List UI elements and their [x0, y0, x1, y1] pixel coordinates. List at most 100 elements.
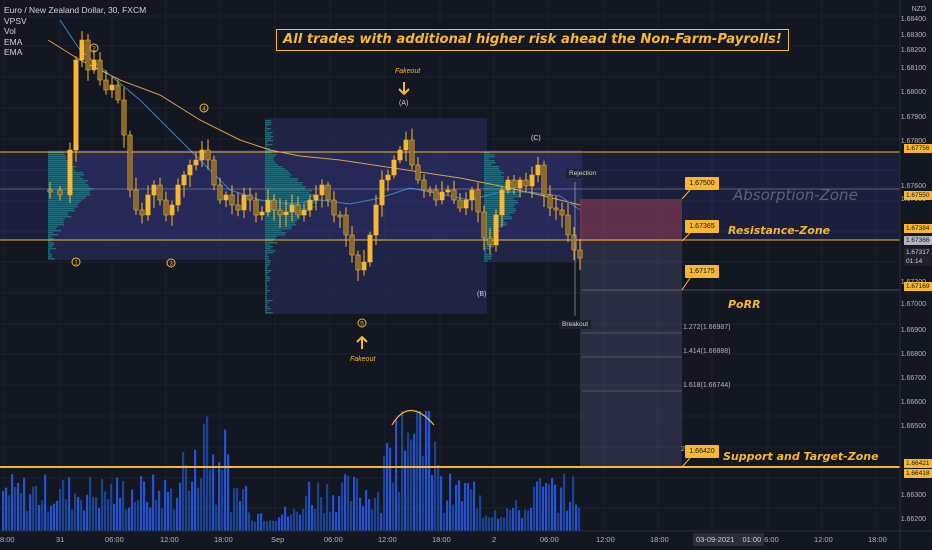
candle-body [67, 149, 73, 196]
profile-row [484, 248, 490, 250]
candle-body [499, 189, 505, 216]
volume-bar [569, 501, 572, 531]
profile-row [48, 156, 67, 158]
profile-row [265, 132, 273, 134]
profile-row [48, 208, 75, 210]
profile-row [265, 292, 267, 294]
volume-bar [497, 518, 500, 531]
volume-bar [308, 481, 311, 531]
profile-row [484, 166, 500, 168]
volume-bar [338, 495, 341, 531]
profile-row [48, 236, 52, 238]
volume-bar [110, 483, 113, 531]
volume-bar [80, 499, 83, 531]
indicator-ema-2[interactable]: EMA [4, 47, 23, 57]
volume-bar [347, 475, 350, 531]
profile-row [265, 170, 288, 172]
profile-row [265, 162, 276, 164]
price-label: 1.68000 [900, 89, 926, 96]
price-badge: 1.67317 [904, 248, 932, 257]
profile-row [265, 272, 270, 274]
volume-bar [17, 482, 20, 531]
profile-row [265, 156, 275, 158]
profile-row [265, 172, 290, 174]
volume-bar [563, 473, 566, 531]
candle-body [445, 189, 451, 193]
price-badge: 1.67384 [904, 224, 932, 233]
candle-body [115, 84, 121, 101]
profile-row [265, 298, 268, 300]
volume-bar [350, 500, 353, 531]
volume-bar [188, 490, 191, 531]
volume-bar [290, 514, 293, 531]
time-label: 18:00 [650, 535, 669, 544]
volume-bar [83, 510, 86, 531]
price-badge: 01:14 [904, 257, 932, 266]
profile-row [265, 280, 270, 282]
volume-bar [560, 487, 563, 531]
tag-middle[interactable]: 1.67365 [685, 220, 719, 233]
profile-row [265, 180, 298, 182]
tag-lower[interactable]: 1.67175 [685, 265, 719, 278]
volume-bar [446, 500, 449, 531]
profile-row [265, 252, 274, 254]
volume-bar [149, 507, 152, 531]
profile-row [265, 186, 306, 188]
profile-row [265, 258, 269, 260]
candle-body [313, 194, 319, 201]
tag-pointers [681, 189, 691, 468]
profile-row [265, 182, 303, 184]
candle-body [469, 189, 475, 201]
price-badge: 1.67550 [904, 191, 932, 200]
price-label: 1.67800 [900, 138, 926, 145]
candle-body [523, 179, 529, 187]
candle-body [433, 189, 439, 201]
indicator-vpsv[interactable]: VPSV [4, 15, 27, 26]
profile-row [48, 214, 68, 216]
profile-row [265, 140, 274, 142]
resistance-zone-label: Resistance-Zone [728, 224, 831, 237]
current-date: 03-09-2021 [696, 535, 735, 544]
time-label: 12:00 [160, 535, 179, 544]
candle-body [529, 174, 535, 187]
profile-row [265, 190, 312, 192]
symbol-title[interactable]: Euro / New Zealand Dollar, 30, FXCM [4, 5, 147, 15]
candle-body [457, 199, 463, 209]
tag-target[interactable]: 1.66420 [685, 445, 719, 458]
candle-body [397, 149, 403, 161]
volume-bar [329, 511, 332, 531]
profile-row [48, 160, 69, 162]
stop-loss-box [580, 199, 682, 241]
candle-body [559, 209, 565, 216]
rejection-label: Rejection [566, 169, 600, 178]
volume-bar [461, 501, 464, 531]
profile-row [48, 238, 54, 240]
candle-body [271, 199, 277, 211]
volume-bar [572, 476, 575, 531]
indicator-vol[interactable]: Vol [4, 26, 16, 36]
profile-row [48, 178, 84, 180]
volume-bar [470, 489, 473, 531]
volume-bar [509, 509, 512, 531]
volume-bar [410, 439, 413, 531]
profile-row [265, 126, 267, 128]
headline-banner: All trades with additional higher risk a… [276, 29, 789, 51]
candle-body [235, 204, 241, 211]
indicator-ema-1[interactable]: EMA [4, 36, 23, 47]
take-profit-box [580, 241, 682, 467]
time-label: 06:00 [324, 535, 343, 544]
profile-row [265, 158, 274, 160]
profile-row [265, 196, 314, 198]
volume-bar [119, 497, 122, 531]
profile-row [265, 230, 282, 232]
profile-row [48, 196, 87, 198]
profile-row [484, 252, 487, 254]
price-badge: 1.66421 [904, 459, 932, 468]
ema-slow [47, 39, 581, 206]
volume-bar [8, 495, 11, 531]
tag-upper[interactable]: 1.67500 [685, 177, 719, 190]
volume-bar [167, 491, 170, 531]
profile-row [265, 142, 268, 144]
candle-body [367, 234, 373, 263]
